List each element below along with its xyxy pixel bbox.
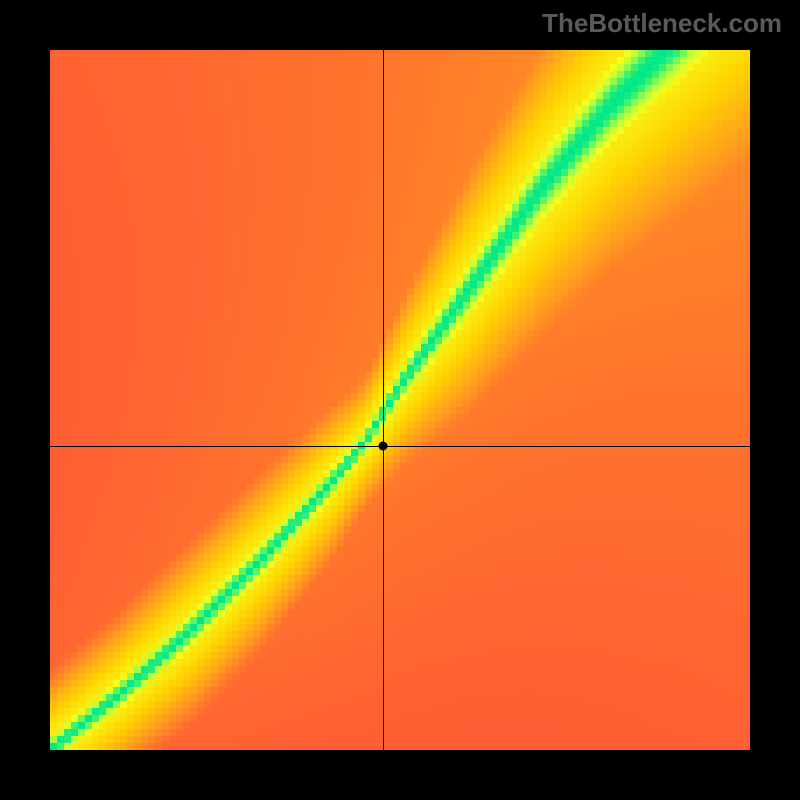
chart-container: TheBottleneck.com xyxy=(0,0,800,800)
crosshair-horizontal xyxy=(50,446,750,447)
watermark-text: TheBottleneck.com xyxy=(542,8,782,39)
heatmap-canvas xyxy=(50,50,750,750)
crosshair-vertical xyxy=(383,50,384,750)
plot-area xyxy=(50,50,750,750)
marker-dot xyxy=(378,441,387,450)
